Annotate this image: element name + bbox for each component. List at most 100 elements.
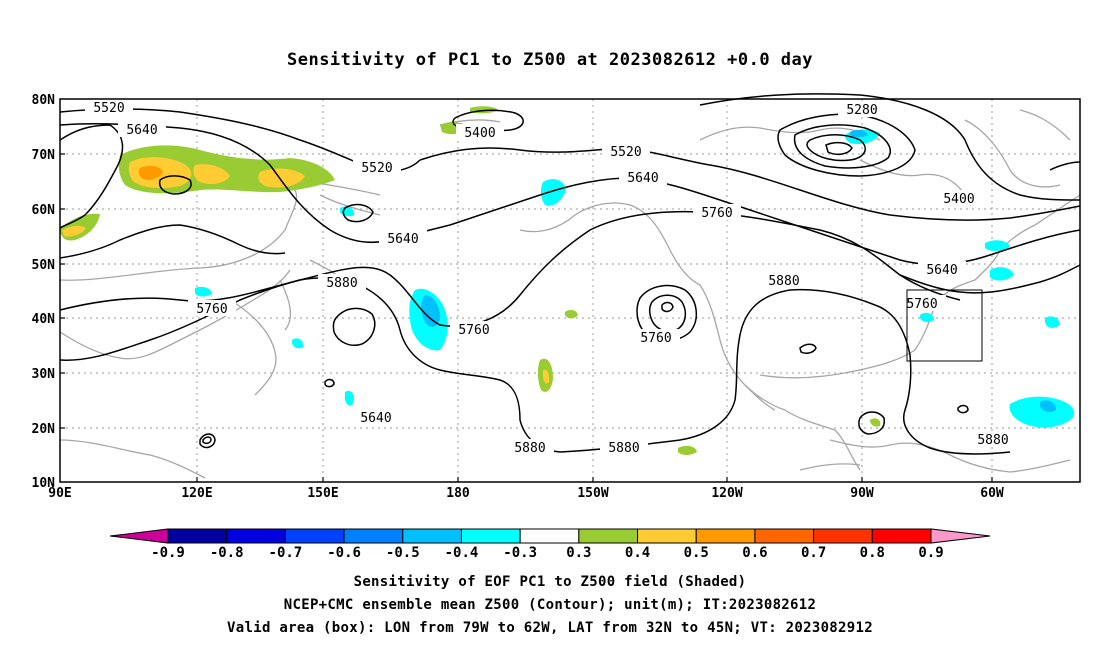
colorbar-box-0 [167,528,228,544]
contour-ph-2 [202,436,212,445]
colorbar-box-12 [871,528,932,544]
svg-text:5640: 5640 [360,411,391,426]
colorbar-box-5 [460,528,521,544]
contour-ph-1 [199,433,216,449]
negative-shading-atlantic-south-mid [1040,400,1056,413]
contour-label-19: 5880 [506,439,554,456]
lat-label-80n: 80N [32,93,56,108]
colorbar-box-2 [284,528,345,544]
mid-shading-siberia-2 [193,164,230,184]
negative-shading-east-atlantic-2 [990,267,1014,281]
contour-label-13: 5760 [188,300,236,317]
colorbar-label-5: -0.4 [445,545,479,561]
colorbar-box-8 [637,528,697,544]
colorbar-box-10 [754,528,815,544]
colorbar-labels: -0.9 -0.8 -0.7 -0.6 -0.5 -0.4 -0.3 0.3 0.4 0.5 0.6… [151,545,944,561]
contour-5280-inner [806,134,866,162]
svg-text:5880: 5880 [326,276,357,291]
colorbar-box-4 [402,528,462,544]
svg-text:5760: 5760 [640,331,671,346]
mid-shading-hawaii [543,369,550,384]
svg-text:5280: 5280 [846,103,877,118]
lat-label-40n: 40N [32,312,56,327]
svg-text:5760: 5760 [701,206,732,221]
contour-label-11: 5640 [918,261,966,278]
svg-text:5520: 5520 [361,161,392,176]
svg-text:5880: 5880 [514,441,545,456]
contour-china-coast-1 [324,378,335,388]
map-title: Sensitivity of PC1 to Z500 at 2023082612… [286,50,813,70]
lat-label-50n: 50N [32,258,56,273]
contour-5280-core [825,141,853,156]
mid-shading-siberia-3 [258,168,305,188]
colorbar-box-3 [343,528,404,544]
contour-arctic-east [1049,161,1081,171]
contour-5760-east [899,264,1081,294]
colorbar-label-1: -0.8 [210,545,244,561]
lat-label-30n: 30N [32,367,56,382]
contour-label-14: 5760 [450,321,498,338]
z500-contours [59,93,1081,455]
colorbar-label-8: 0.4 [625,545,650,561]
negative-shading-alaska [540,179,566,206]
positive-shading-gulf [870,418,881,427]
lon-label-150w: 150W [577,486,608,501]
contour-label-8: 5640 [379,230,427,247]
negative-shading-west-pac [195,286,212,297]
svg-text:5640: 5640 [126,123,157,138]
colorbar-box-7 [578,528,639,544]
latitude-labels: 80N 70N 60N 50N 40N 30N 20N 10N [32,93,56,491]
footer-line-3: Valid area (box): LON from 79W to 62W, L… [227,620,873,636]
contour-5400-east [699,93,1081,201]
negative-shading-east-atlantic-3 [1045,316,1060,328]
colorbar-low-arrow [109,528,169,544]
contour-5520-pac [419,147,891,216]
colorbar-label-7: 0.3 [566,545,591,561]
contour-5880-west [59,277,561,453]
svg-text:5880: 5880 [977,433,1008,448]
contour-5760 [59,210,961,327]
sensitivity-shading [60,106,1075,455]
axis-ticks [60,153,993,482]
contour-label-18: 5760 [898,295,946,312]
contour-label-1: 5520 [85,99,133,116]
colorbar-label-4: -0.5 [386,545,420,561]
svg-text:5520: 5520 [93,101,124,116]
colorbar-label-6: -0.3 [503,545,537,561]
contour-caribbean [799,343,817,354]
contour-pac-high [332,307,376,346]
contour-5760-low [636,284,697,342]
lon-label-60w: 60W [980,486,1004,501]
colorbar-box-6 [519,528,580,544]
lat-label-20n: 20N [32,422,56,437]
mid-shading-west-edge [62,225,86,237]
positive-shading-pacific-1 [565,309,578,319]
contour-labels: 5520 5640 5400 5520 5520 5640 5280 5640 … [85,99,1017,456]
colorbar-box-11 [813,528,873,544]
colorbar-boxes [167,528,932,544]
contour-label-2: 5640 [118,121,166,138]
negative-shading-canada-north-mid [850,129,868,138]
contour-siberia-low [158,175,192,195]
contour-label-10: 5400 [935,190,983,207]
lon-label-90e: 90E [48,486,71,501]
svg-text:5880: 5880 [768,274,799,289]
svg-text:5520: 5520 [610,145,641,160]
svg-text:5640: 5640 [387,232,418,247]
negative-shading-east-atlantic-1 [985,240,1010,251]
svg-text:5760: 5760 [196,302,227,317]
colorbar-label-2: -0.7 [269,545,303,561]
lon-label-120w: 120W [711,486,742,501]
lon-label-90w: 90W [850,486,874,501]
contour-label-9: 5760 [693,204,741,221]
svg-text:5880: 5880 [608,441,639,456]
lat-label-70n: 70N [32,148,56,163]
svg-text:5400: 5400 [464,126,495,141]
contour-kamchatka [342,203,374,223]
lat-label-10n: 10N [32,476,56,491]
contour-5640-left [59,124,124,229]
contour-label-15: 5880 [760,272,808,289]
svg-text:5760: 5760 [906,297,937,312]
contour-label-17: 5640 [352,409,400,426]
